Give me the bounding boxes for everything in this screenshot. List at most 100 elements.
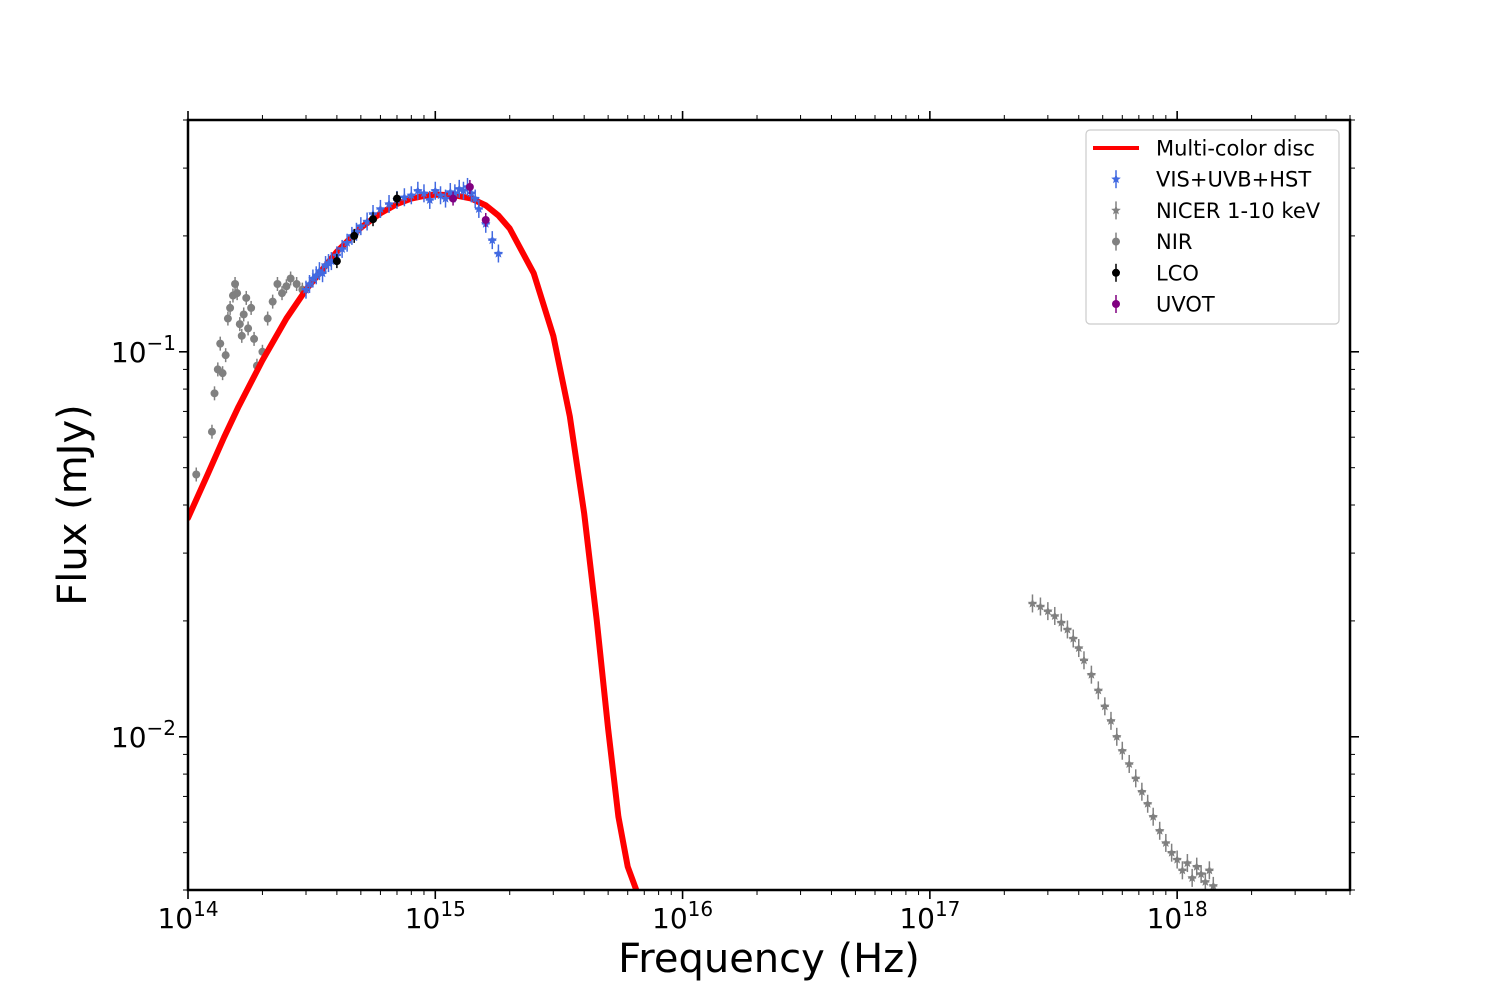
data-point <box>263 314 272 323</box>
data-point <box>1106 715 1116 725</box>
x-tick-exponent: 17 <box>935 897 960 921</box>
data-point <box>458 185 469 195</box>
data-point <box>1148 811 1158 821</box>
x-axis-title: Frequency (Hz) <box>618 936 920 982</box>
legend-label: UVOT <box>1156 293 1215 317</box>
x-tick-exponent: 16 <box>688 897 713 921</box>
data-point <box>1192 861 1202 871</box>
x-tick-exponent: 15 <box>440 897 465 921</box>
data-point <box>323 258 334 268</box>
data-point <box>1131 773 1141 783</box>
data-point <box>210 389 219 398</box>
legend[interactable]: Multi-color disc VIS+UVB+HST NICER 1-10 ke… <box>1085 129 1340 325</box>
y-axis-title: Flux (mJy) <box>50 404 96 606</box>
data-point <box>239 310 248 319</box>
data-point <box>207 427 216 436</box>
data-point <box>350 231 359 240</box>
data-point <box>301 284 311 294</box>
data-point <box>1154 825 1165 835</box>
data-point <box>314 266 325 276</box>
legend-label: Multi-color disc <box>1156 137 1315 161</box>
data-point <box>282 282 291 291</box>
data-point <box>1112 731 1122 741</box>
data-point <box>425 194 435 204</box>
data-point <box>399 192 410 202</box>
data-point <box>337 243 347 253</box>
data-point <box>242 293 251 302</box>
data-point <box>1079 655 1089 665</box>
data-point <box>435 190 446 200</box>
data-point <box>454 183 464 193</box>
data-point <box>247 303 256 312</box>
legend-entry: Multi-color disc <box>1093 137 1315 161</box>
data-point <box>1200 876 1211 886</box>
x-tick-base: 10 <box>1147 902 1183 935</box>
x-tick-label: 1018 <box>1147 897 1208 935</box>
legend-box <box>1085 129 1340 325</box>
data-point <box>235 320 244 329</box>
x-tick-base: 10 <box>157 902 193 935</box>
data-point <box>1182 858 1193 868</box>
data-point <box>1204 865 1215 875</box>
data-point <box>1142 798 1153 808</box>
data-point <box>450 188 460 198</box>
x-tick-base: 10 <box>899 902 935 935</box>
data-point <box>1172 854 1182 864</box>
data-point <box>474 203 484 213</box>
data-point <box>218 369 227 378</box>
data-point <box>221 351 230 360</box>
legend-swatch-circle <box>1112 268 1120 277</box>
data-point <box>1137 786 1147 796</box>
data-point <box>332 257 341 266</box>
data-point <box>1068 633 1078 643</box>
data-point <box>1187 872 1197 882</box>
data-point <box>440 193 451 203</box>
legend-entry: NIR <box>1112 230 1193 254</box>
data-point <box>250 334 259 343</box>
data-point <box>1161 837 1171 847</box>
data-point <box>311 270 321 280</box>
data-point <box>384 199 394 209</box>
data-point <box>1086 669 1097 679</box>
data-point <box>304 279 315 288</box>
data-point <box>1050 611 1060 620</box>
legend-swatch-circle <box>1112 300 1120 308</box>
data-point <box>362 216 372 226</box>
y-tick-exponent: −1 <box>147 331 176 355</box>
data-point <box>487 235 497 245</box>
data-point <box>226 303 235 312</box>
legend-swatch-star <box>1111 174 1121 184</box>
data-point <box>292 279 301 288</box>
data-point <box>406 190 417 200</box>
series-nir <box>192 271 307 482</box>
data-point <box>470 193 480 203</box>
data-point <box>1208 880 1218 890</box>
x-tick-label: 1015 <box>405 897 466 935</box>
data-point <box>1100 701 1110 711</box>
data-point <box>1062 624 1073 634</box>
data-point <box>1093 685 1104 695</box>
data-point <box>1196 869 1206 879</box>
data-point <box>286 274 295 283</box>
data-point <box>1177 865 1188 875</box>
x-tick-exponent: 18 <box>1182 897 1207 921</box>
legend-label: VIS+UVB+HST <box>1156 168 1311 192</box>
data-point <box>317 268 328 278</box>
data-point <box>1166 847 1177 857</box>
data-point <box>1124 759 1134 768</box>
data-point <box>342 237 352 247</box>
data-point <box>413 185 423 195</box>
data-point <box>268 297 277 306</box>
x-tick-base: 10 <box>652 902 688 935</box>
data-point <box>481 215 490 224</box>
series-nicer-1-10-kev <box>1027 594 1218 890</box>
data-point <box>231 279 240 288</box>
y-tick-base: 10 <box>111 336 147 369</box>
data-point <box>493 248 504 258</box>
x-tick-exponent: 14 <box>193 897 218 921</box>
data-point <box>1117 745 1127 755</box>
legend-label: LCO <box>1156 261 1199 285</box>
data-point <box>351 226 362 236</box>
